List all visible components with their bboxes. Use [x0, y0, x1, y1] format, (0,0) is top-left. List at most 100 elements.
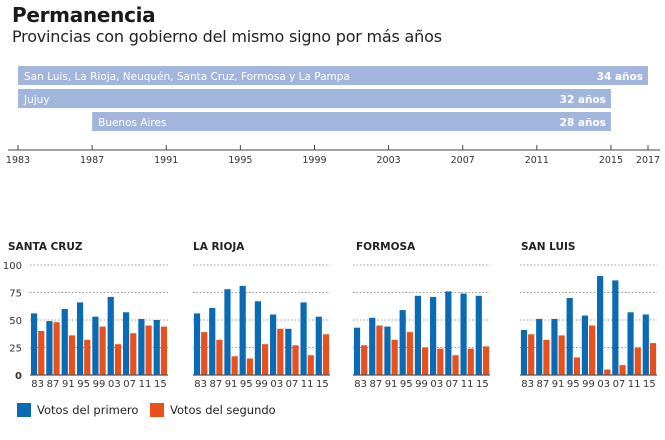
timeline-bar-value: 34 años: [597, 71, 643, 83]
bar-second: [130, 333, 137, 375]
x-tick-label: 99: [582, 379, 595, 390]
bar-first: [270, 314, 277, 375]
legend-label-first: Votos del primero: [37, 403, 138, 417]
x-tick-label: 87: [209, 379, 222, 390]
page-subtitle: Provincias con gobierno del mismo signo …: [12, 27, 442, 46]
bar-second: [145, 325, 152, 375]
bar-first: [193, 313, 201, 375]
timeline-bar-label: Buenos Aires: [98, 117, 166, 129]
x-tick-label: 15: [643, 379, 656, 390]
bar-first: [46, 321, 53, 375]
y-tick-label: 100: [3, 261, 22, 272]
x-tick-label: 03: [597, 379, 610, 390]
timeline-tick-label: 1999: [302, 155, 326, 166]
bar-second: [277, 328, 284, 375]
timeline-bar: [92, 112, 611, 131]
bar-first: [61, 309, 68, 375]
bar-second: [649, 343, 657, 375]
x-tick-label: 07: [123, 379, 136, 390]
bar-second: [619, 365, 626, 375]
x-tick-label: 11: [139, 379, 152, 390]
bar-second: [528, 334, 535, 375]
page-title: Permanencia: [12, 3, 156, 27]
bar-second: [361, 345, 368, 375]
bar-second: [84, 339, 91, 375]
x-tick-label: 07: [446, 379, 459, 390]
bar-second: [246, 358, 253, 375]
bar-first: [153, 320, 160, 375]
x-tick-label: 95: [400, 379, 413, 390]
bar-first: [581, 315, 588, 375]
x-tick-label: 87: [536, 379, 549, 390]
bar-first: [76, 302, 84, 375]
bar-first: [414, 295, 421, 375]
bar-first: [254, 301, 261, 375]
timeline-tick-label: 2003: [376, 155, 400, 166]
timeline-bar: [18, 66, 648, 85]
x-tick-label: 83: [354, 379, 367, 390]
x-tick-label: 15: [476, 379, 489, 390]
bar-first: [536, 318, 543, 375]
bar-first: [597, 276, 604, 375]
timeline-tick-label: 2017: [636, 155, 660, 166]
bar-second: [307, 355, 314, 375]
bar-first: [445, 291, 452, 375]
bar-second: [482, 346, 490, 375]
bar-second: [38, 331, 45, 375]
bar-first: [520, 329, 528, 375]
x-tick-label: 83: [31, 379, 44, 390]
x-tick-label: 07: [286, 379, 299, 390]
x-tick-label: 83: [194, 379, 207, 390]
timeline-tick-label: 2015: [599, 155, 623, 166]
bar-first: [612, 280, 619, 375]
x-tick-label: 11: [461, 379, 474, 390]
x-tick-label: 87: [47, 379, 60, 390]
bar-first: [138, 318, 145, 375]
bar-first: [399, 310, 406, 375]
bar-second: [68, 335, 76, 375]
bar-first: [92, 316, 99, 375]
x-tick-label: 91: [552, 379, 565, 390]
x-tick-label: 03: [108, 379, 121, 390]
timeline-tick-label: 1987: [80, 155, 104, 166]
timeline-bar-label: San Luis, La Rioja, Neuquén, Santa Cruz,…: [24, 71, 350, 83]
x-tick-label: 95: [240, 379, 253, 390]
bar-first: [353, 327, 361, 375]
bar-second: [391, 339, 398, 375]
bar-first: [566, 298, 573, 375]
bar-first: [475, 295, 482, 375]
bar-second: [322, 334, 330, 375]
y-tick-label: 25: [9, 344, 22, 355]
x-tick-label: 99: [255, 379, 268, 390]
bar-first: [642, 314, 649, 375]
bar-first: [285, 328, 292, 375]
panel-title: SANTA CRUZ: [8, 241, 83, 253]
x-tick-label: 15: [154, 379, 167, 390]
bar-second: [558, 335, 565, 375]
y-tick-label: 50: [9, 316, 22, 327]
timeline-bar-value: 28 años: [560, 117, 606, 129]
bar-second: [573, 357, 580, 375]
bar-second: [604, 369, 611, 375]
x-tick-label: 11: [628, 379, 641, 390]
bar-first: [369, 317, 376, 375]
timeline-tick-label: 2007: [451, 155, 475, 166]
bar-second: [467, 348, 474, 375]
timeline-tick-label: 1995: [228, 155, 252, 166]
bar-second: [437, 348, 444, 375]
legend-label-second: Votos del segundo: [170, 403, 276, 417]
bar-second: [543, 339, 550, 375]
timeline-bar: [18, 89, 611, 108]
timeline-tick-label: 1983: [6, 155, 30, 166]
bar-first: [300, 302, 307, 375]
bar-second: [216, 339, 223, 375]
x-tick-label: 87: [369, 379, 382, 390]
x-tick-label: 11: [301, 379, 314, 390]
bar-second: [99, 326, 106, 375]
bar-second: [53, 322, 60, 375]
legend-swatch-first: [17, 403, 31, 417]
bar-first: [122, 312, 130, 375]
y-tick-label: 75: [9, 289, 22, 300]
bar-second: [231, 356, 238, 375]
bar-first: [384, 326, 391, 375]
